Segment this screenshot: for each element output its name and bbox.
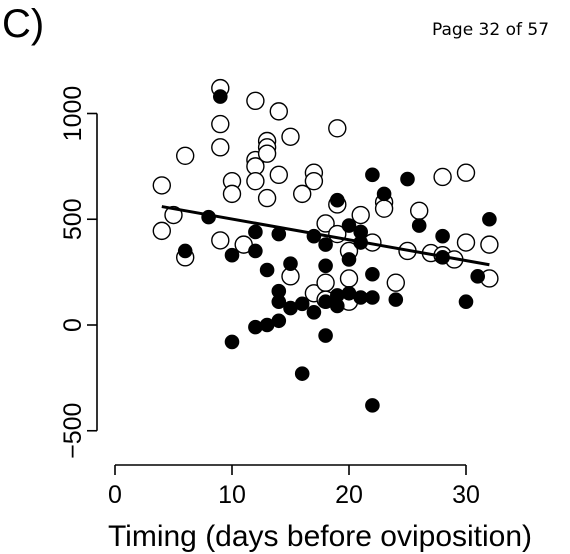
filled-data-point <box>271 313 287 329</box>
y-tick-label: 0 <box>59 318 87 332</box>
x-tick-label: 20 <box>335 481 363 509</box>
axes: −500 0 500 1000 0 10 20 30 <box>59 86 480 509</box>
filled-data-point <box>259 262 275 278</box>
open-data-point <box>351 205 370 225</box>
open-data-point <box>374 199 394 218</box>
filled-data-point <box>411 218 427 233</box>
open-circle-series <box>152 78 499 311</box>
open-data-point <box>257 144 277 163</box>
filled-data-point <box>318 328 333 343</box>
filled-data-point <box>435 228 450 244</box>
filled-data-point <box>365 398 380 413</box>
open-data-point <box>257 188 277 208</box>
filled-data-point <box>470 269 486 284</box>
filled-data-point <box>294 366 310 381</box>
open-data-point <box>328 119 347 138</box>
open-data-point <box>480 235 499 254</box>
open-data-point <box>316 214 335 233</box>
open-data-point <box>316 273 335 292</box>
filled-data-point <box>248 243 263 259</box>
x-tick-label: 30 <box>452 481 480 509</box>
filled-data-point <box>365 290 380 305</box>
x-tick-label: 0 <box>108 481 122 509</box>
open-data-point <box>246 91 265 111</box>
open-data-point <box>211 114 230 134</box>
filled-data-point <box>341 252 357 267</box>
open-data-point <box>386 273 405 292</box>
x-tick-label: 10 <box>218 481 246 509</box>
filled-data-point <box>271 294 287 310</box>
open-data-point <box>269 165 288 185</box>
open-data-point <box>339 269 359 288</box>
open-data-point <box>293 184 312 204</box>
filled-data-point <box>400 171 415 187</box>
filled-data-point <box>388 292 404 307</box>
page-number: Page 32 of 57 <box>432 20 550 40</box>
filled-data-point <box>458 294 474 310</box>
open-data-point <box>152 221 172 241</box>
open-data-point <box>175 146 195 166</box>
open-data-point <box>410 201 429 220</box>
filled-data-point <box>318 237 333 252</box>
filled-data-point <box>224 334 240 350</box>
filled-data-point <box>248 224 263 240</box>
trend-line-group <box>161 205 490 267</box>
open-data-point <box>304 171 324 191</box>
trend-line <box>161 205 490 267</box>
open-data-point <box>456 163 476 182</box>
filled-data-point <box>365 167 380 183</box>
open-data-point <box>222 184 242 204</box>
open-data-point <box>152 176 172 195</box>
y-tick-label: 1000 <box>59 86 87 142</box>
open-data-point <box>269 102 288 121</box>
filled-data-point <box>306 305 322 320</box>
open-data-point <box>281 127 300 146</box>
filled-data-point <box>283 256 298 271</box>
filled-data-point <box>341 218 357 233</box>
open-data-point <box>456 233 476 252</box>
filled-data-point <box>376 186 392 202</box>
filled-data-point <box>482 211 497 227</box>
filled-data-point <box>330 298 345 314</box>
filled-data-point <box>330 192 345 208</box>
open-data-point <box>211 231 230 250</box>
open-data-point <box>433 167 452 187</box>
y-tick-label: −500 <box>59 403 87 459</box>
filled-data-point <box>177 243 193 259</box>
filled-data-point <box>365 266 380 282</box>
filled-data-point <box>213 89 228 104</box>
open-data-point <box>211 138 230 157</box>
filled-data-point <box>294 296 310 312</box>
filled-data-point <box>318 258 333 274</box>
filled-data-point <box>224 247 240 263</box>
open-data-point <box>246 171 265 191</box>
y-tick-label: 500 <box>59 198 87 240</box>
panel-label: C) <box>2 2 45 46</box>
x-axis-title: Timing (days before oviposition) <box>108 520 532 553</box>
